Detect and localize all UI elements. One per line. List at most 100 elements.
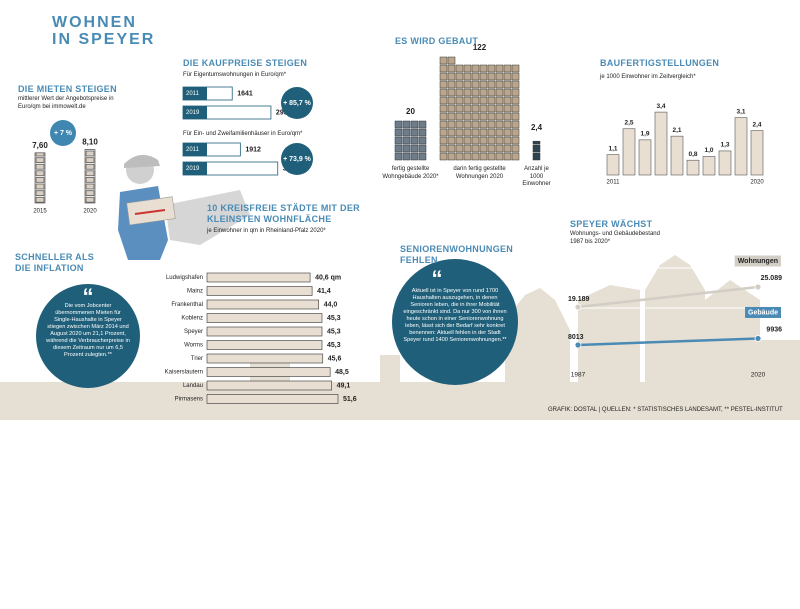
- unit-square: [495, 88, 504, 97]
- pictogram: [394, 120, 427, 161]
- category-label: 2019: [186, 166, 200, 172]
- unit-square: [471, 64, 480, 73]
- unit-square: [439, 56, 448, 65]
- unit-square: [471, 128, 480, 137]
- unit-square: [495, 104, 504, 113]
- category-label: Koblenz: [181, 316, 203, 322]
- pictogram: [532, 140, 541, 161]
- value-label: 1,0: [704, 147, 713, 154]
- unit-square: [532, 152, 541, 161]
- value-label: 2931: [276, 109, 292, 116]
- bar: [606, 154, 620, 176]
- value-label: 1,1: [608, 145, 617, 152]
- point: [574, 303, 582, 311]
- value-label: 3,4: [656, 103, 665, 110]
- unit-square: [503, 96, 512, 105]
- unit-square: [487, 128, 496, 137]
- unit-square: [495, 136, 504, 145]
- series-line: [577, 337, 759, 347]
- unit-square: [410, 144, 419, 153]
- unit-square: [503, 136, 512, 145]
- bar: [718, 150, 732, 176]
- unit-square: [463, 128, 472, 137]
- value-label: 1641: [237, 90, 253, 97]
- bar: [206, 340, 323, 350]
- unit-square: [447, 152, 456, 161]
- unit-square: [487, 96, 496, 105]
- unit-square: [487, 152, 496, 161]
- unit-square: [495, 144, 504, 153]
- unit-square: [471, 72, 480, 81]
- unit-square: [511, 136, 520, 145]
- unit-square: [455, 112, 464, 121]
- subtitle: Wohnungs- und Gebäudebestand 1987 bis 20…: [570, 231, 660, 245]
- unit-square: [503, 152, 512, 161]
- unit-square: [463, 136, 472, 145]
- unit-square: [471, 88, 480, 97]
- quote-mark: “: [432, 266, 443, 291]
- unit-square: [511, 112, 520, 121]
- unit-square: [503, 72, 512, 81]
- value-label: 1912: [245, 146, 261, 153]
- unit-square: [487, 80, 496, 89]
- unit-square: [418, 136, 427, 145]
- unit-square: [495, 80, 504, 89]
- series-line: [577, 285, 759, 309]
- unit-square: [410, 152, 419, 161]
- year-cell: [183, 143, 207, 156]
- category-label: Frankenthal: [171, 302, 203, 308]
- category-label: Ludwigshafen: [166, 275, 203, 281]
- circle-text: Die vom Jobcenter übernommenen Mieten fü…: [46, 303, 130, 358]
- value-label: 45,3: [327, 315, 341, 322]
- value-label: 41,4: [317, 288, 331, 295]
- unit-square: [471, 136, 480, 145]
- bar: [206, 299, 320, 310]
- pictogram: [439, 56, 520, 161]
- subtitle: je 1000 Einwohner im Zeitvergleich*: [600, 74, 696, 80]
- unit-square: [402, 128, 411, 137]
- unit-square: [487, 136, 496, 145]
- unit-square: [439, 136, 448, 145]
- subtitle: Für Eigentumswohnungen in Euro/qm*: [183, 72, 287, 78]
- category-label: 2019: [186, 110, 200, 116]
- unit-square: [455, 104, 464, 113]
- unit-square: [410, 136, 419, 145]
- unit-square: [463, 120, 472, 129]
- unit-square: [532, 144, 541, 153]
- unit-square: [511, 152, 520, 161]
- x-tick-label: 1987: [571, 372, 586, 379]
- unit-square: [447, 56, 456, 65]
- bar: [206, 326, 323, 337]
- unit-square: [455, 96, 464, 105]
- unit-square: [447, 136, 456, 145]
- main-title: WOHNEN: [52, 14, 137, 31]
- unit-square: [511, 120, 520, 129]
- year-cell: [183, 87, 207, 100]
- value-label: 1,9: [640, 131, 649, 138]
- bar: [654, 111, 668, 176]
- unit-square: [447, 144, 456, 153]
- bar: [206, 286, 313, 296]
- unit-square: [455, 64, 464, 73]
- bar: [670, 135, 684, 176]
- unit-square: [410, 120, 419, 129]
- legend-box: [734, 255, 781, 267]
- bar: [686, 159, 700, 176]
- unit-square: [487, 120, 496, 129]
- badge: [50, 120, 76, 146]
- unit-square: [402, 136, 411, 145]
- value-label: 2,4: [752, 121, 761, 128]
- stack-column: [84, 149, 96, 204]
- unit-square: [511, 64, 520, 73]
- unit-square: [439, 120, 448, 129]
- unit-square: [439, 80, 448, 89]
- value-label: 9936: [766, 326, 782, 333]
- unit-square: [511, 104, 520, 113]
- category-label: Mainz: [187, 289, 203, 295]
- unit-square: [471, 144, 480, 153]
- heading: DIE MIETEN STEIGEN: [18, 84, 117, 94]
- category-label: Kaiserslautern: [165, 370, 203, 376]
- unit-square: [487, 72, 496, 81]
- unit-square: [495, 152, 504, 161]
- unit-square: [439, 112, 448, 121]
